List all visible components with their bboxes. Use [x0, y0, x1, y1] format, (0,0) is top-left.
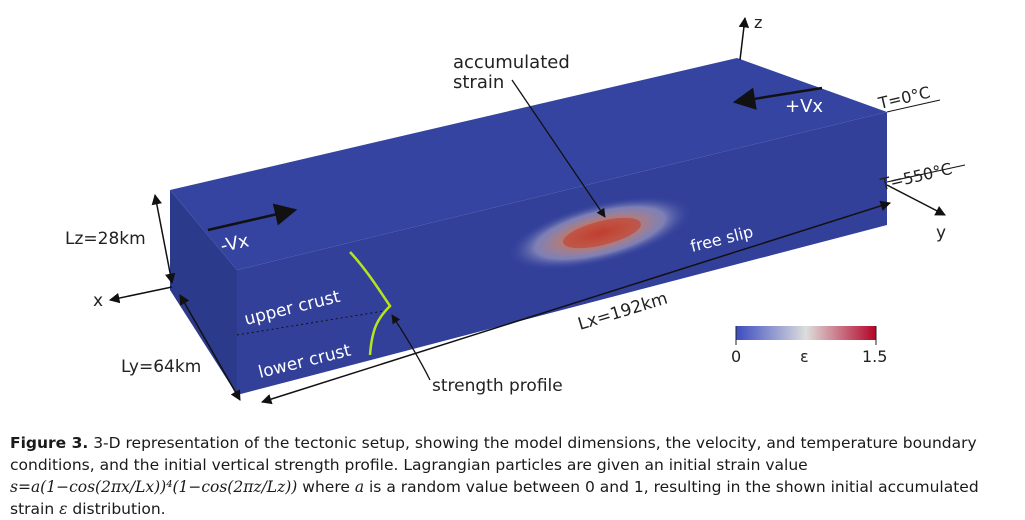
caption-a-symbol: a — [354, 478, 365, 496]
x-axis-label: x — [93, 291, 103, 311]
colorbar — [736, 326, 876, 340]
colorbar-max-label: 1.5 — [862, 347, 887, 366]
lz-dimension — [151, 193, 176, 285]
accumulated-strain-label-2: strain — [453, 72, 504, 93]
caption-text-3: is a random value between 0 and 1, resul… — [10, 478, 979, 518]
z-axis-arrow — [738, 16, 750, 61]
lx-dimension — [260, 200, 892, 405]
plus-vx-arrow — [732, 86, 823, 110]
plus-vx-label: +Vx — [785, 96, 823, 117]
lz-label: Lz=28km — [65, 229, 146, 249]
figure-caption: Figure 3. 3-D representation of the tect… — [10, 432, 1015, 520]
z-axis-label: z — [754, 13, 762, 32]
accumulated-strain-pointer — [511, 79, 606, 218]
caption-text-4: distribution. — [67, 500, 166, 518]
x-axis-arrow — [108, 286, 173, 304]
t-top-line — [886, 99, 941, 113]
strength-profile-pointer — [391, 314, 431, 381]
tectonic-setup-diagram: accumulated strain z y x +Vx -Vx T=0°C T… — [65, 13, 966, 405]
y-axis-arrow — [886, 184, 946, 216]
ly-dimension — [179, 294, 241, 401]
colorbar-min-label: 0 — [731, 347, 741, 366]
caption-formula: s=a(1−cos(2πx/Lx))⁴(1−cos(2πz/Lz)) — [10, 478, 298, 496]
accumulated-strain-label-1: accumulated — [453, 52, 570, 73]
figure-label: Figure 3. — [10, 434, 89, 452]
t-bottom-label: T=550°C — [878, 159, 954, 194]
t-bottom-line — [886, 164, 966, 183]
strength-profile-label: strength profile — [432, 376, 563, 396]
colorbar-mid-label: ε — [800, 347, 809, 366]
y-axis-label: y — [936, 223, 946, 243]
caption-text-2: where — [297, 478, 355, 496]
caption-text-1: 3-D representation of the tectonic setup… — [10, 434, 977, 474]
caption-epsilon: ε — [59, 500, 68, 518]
ly-label: Ly=64km — [121, 357, 201, 377]
